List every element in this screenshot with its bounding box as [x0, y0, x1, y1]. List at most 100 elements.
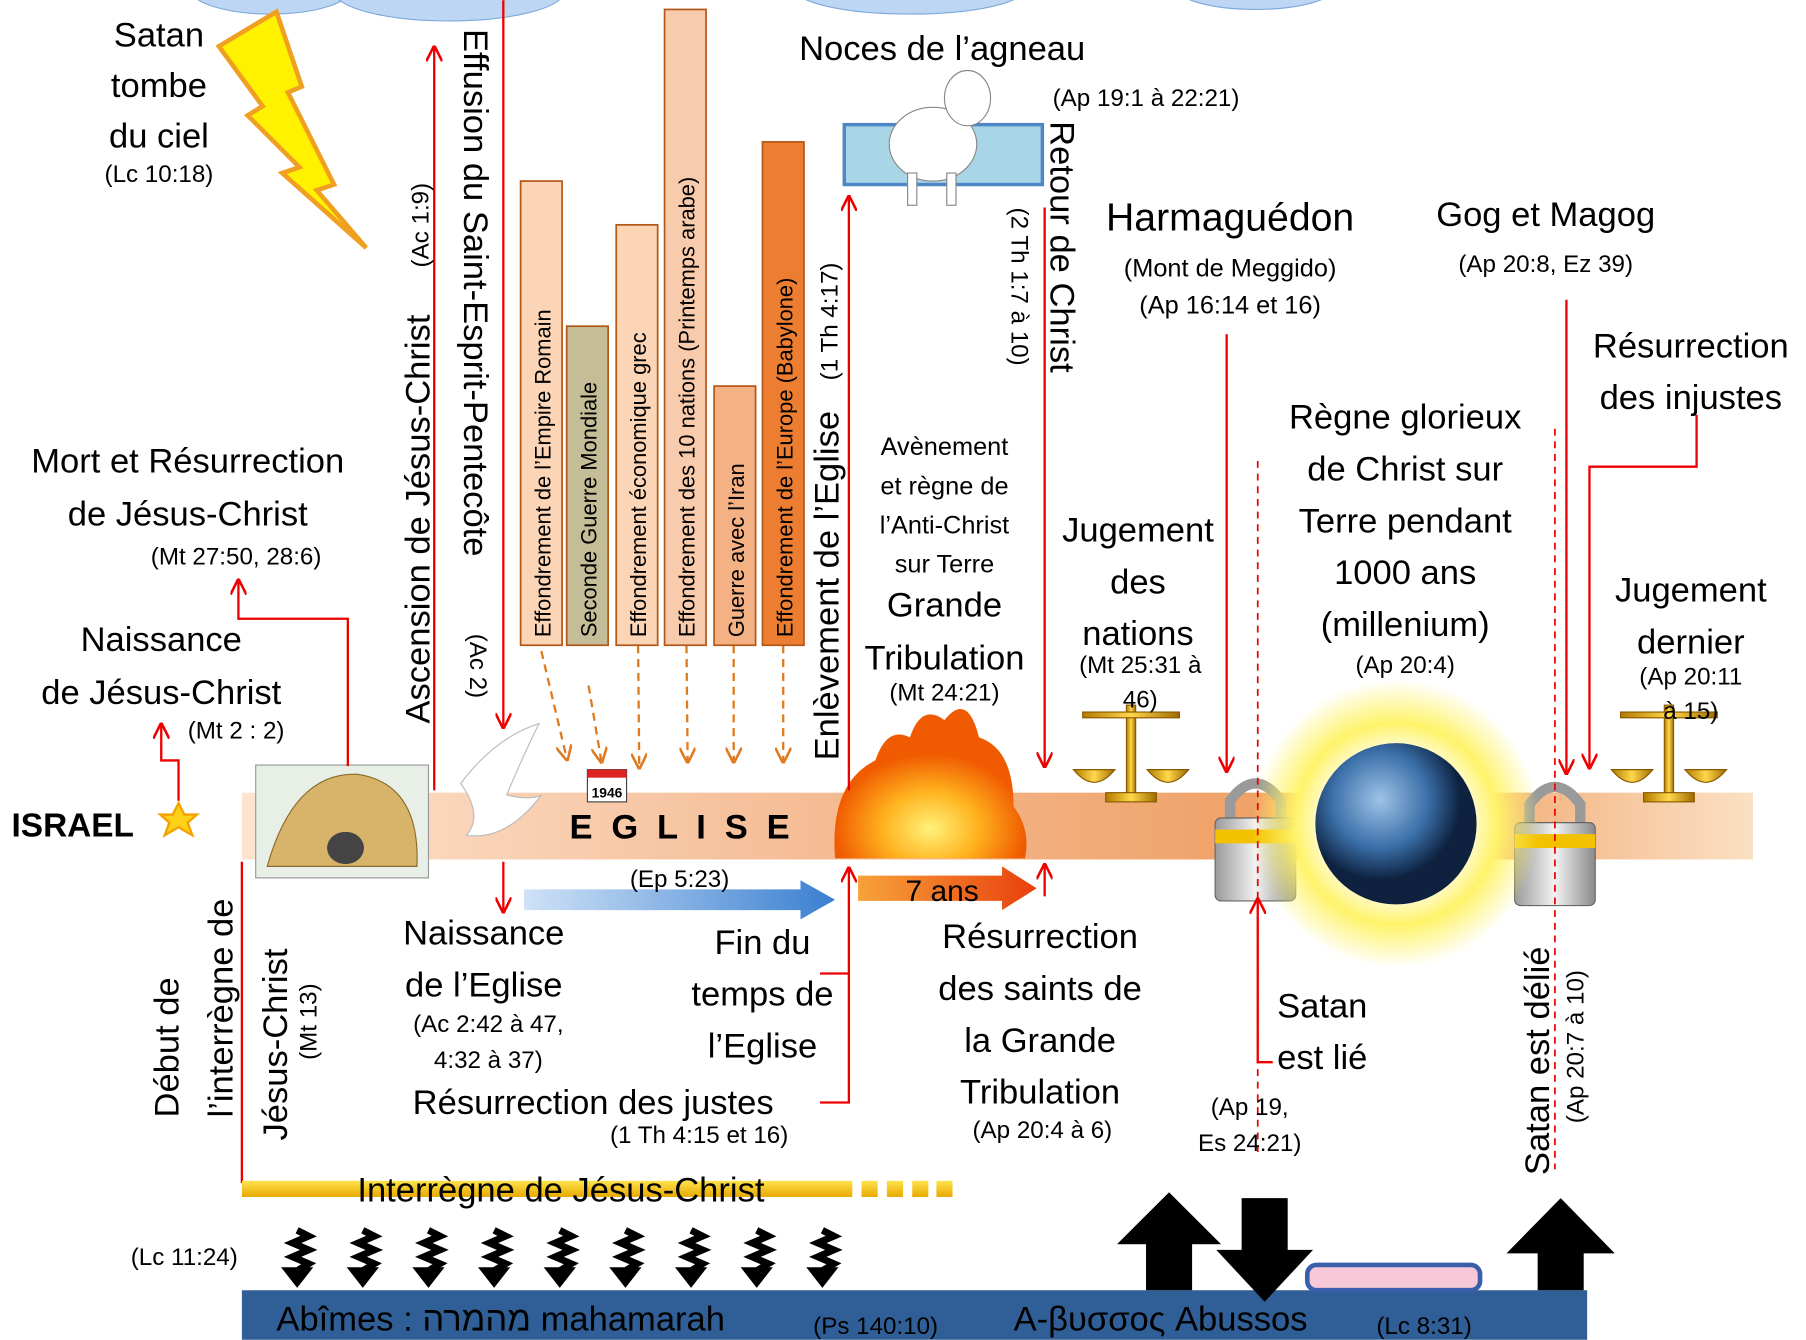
reference: (1 Th 4:15 et 16): [610, 1122, 788, 1149]
reference: (1 Th 4:17): [816, 263, 843, 381]
last-judgment: dernier: [1637, 623, 1745, 661]
spirit-arrow: [555, 1230, 571, 1270]
event-label: Effondrement des 10 nations (Printemps a…: [675, 177, 700, 637]
end-of-church-time: temps de: [691, 976, 833, 1014]
spirit-arrow-head: [544, 1267, 576, 1288]
reference: (Ap 20:7 à 10): [1563, 970, 1590, 1123]
ascension: Ascension de Jésus-Christ: [400, 314, 438, 723]
antichrist: Avènement: [881, 433, 1009, 461]
page: Effondrement de l’Empire Romain Seconde G…: [0, 0, 1806, 1340]
satan-released: Satan est délié: [1519, 946, 1557, 1175]
spirit-arrow: [293, 1230, 309, 1270]
last-judgment: Jugement: [1615, 571, 1767, 609]
spirit-arrows: [281, 1230, 838, 1288]
end-of-church-time: Fin du: [714, 924, 810, 962]
spirit-arrow: [490, 1230, 506, 1270]
seven-years: 7 ans: [906, 875, 979, 908]
interregnum-start: Jésus-Christ: [257, 948, 295, 1140]
gog-magog: Gog et Magog: [1436, 196, 1655, 234]
reference: (Ap 20:8, Ez 39): [1458, 251, 1633, 278]
timeline-diagram: Effondrement de l’Empire Romain Seconde G…: [0, 0, 1806, 1340]
interregnum-start: l’interrègne de: [203, 899, 241, 1118]
resurrection-tribulation: la Grande: [964, 1022, 1116, 1060]
spirit-arrow-head: [675, 1267, 707, 1288]
rapture: Enlèvement de l’Eglise: [809, 411, 847, 761]
end-of-church-time: l’Eglise: [708, 1028, 817, 1066]
reference: (Lc 10:18): [105, 161, 214, 188]
tribulation: Tribulation: [864, 639, 1024, 677]
event-label: Effondrement de l’Europe (Babylone): [772, 278, 797, 638]
reference: (Ap 20:11: [1639, 663, 1742, 690]
spirit-arrow-head: [806, 1267, 838, 1288]
death-resurrection: Mort et Résurrection: [31, 442, 344, 480]
reference: (Mt 13): [296, 983, 323, 1060]
armageddon: Harmaguédon: [1106, 197, 1354, 240]
event-label: Seconde Guerre Mondiale: [577, 382, 602, 637]
death-resurrection: de Jésus-Christ: [68, 495, 308, 533]
church-label: E G L I S E: [569, 809, 794, 847]
event-label: Effondrement de l’Empire Romain: [531, 309, 556, 637]
reference: (Ac 1:9): [407, 183, 434, 268]
spirit-arrow-head: [478, 1267, 510, 1288]
abyss-key: [1307, 1265, 1480, 1290]
wedding: Noces de l’agneau: [799, 30, 1085, 68]
antichrist: et règne de: [880, 472, 1008, 500]
fire: [834, 709, 1026, 858]
reference: (Mt 25:31 à: [1079, 652, 1202, 679]
effusion: Effusion du Saint-Esprit-Pentecôte: [456, 29, 494, 556]
millennium-reign: (millenium): [1321, 606, 1490, 644]
resurrection-tribulation: Tribulation: [960, 1074, 1120, 1112]
millennium-reign: Règne glorieux: [1289, 399, 1521, 437]
spirit-arrow-head: [609, 1267, 641, 1288]
spirit-arrow: [686, 1230, 702, 1270]
event-label: Guerre avec l’Iran: [724, 463, 749, 637]
earth: [1252, 680, 1540, 968]
resurrection-unjust: des injustes: [1600, 379, 1782, 417]
israel-label: ISRAEL: [12, 807, 134, 844]
resurrection-tribulation: des saints de: [938, 970, 1142, 1008]
tribulation: Grande: [887, 586, 1002, 624]
reference: Es 24:21): [1198, 1130, 1301, 1157]
interregnum-start: Début de: [149, 977, 187, 1117]
judgment-nations: Jugement: [1062, 512, 1214, 550]
church-birth: Naissance: [403, 915, 564, 953]
reference: (Ep 5:23): [630, 866, 729, 893]
spirit-arrow-head: [281, 1267, 313, 1288]
reference: à 15): [1663, 698, 1718, 725]
reference: (Ap 19,: [1211, 1094, 1289, 1121]
spirit-arrow: [424, 1230, 440, 1270]
millennium-reign: de Christ sur: [1307, 451, 1503, 489]
abyss-greek: A-βυσσος Abussos: [1014, 1301, 1308, 1339]
abyss-hebrew: Abîmes : מהמרה mahamarah: [276, 1301, 725, 1339]
antichrist: l’Anti-Christ: [880, 512, 1009, 540]
lightning: [219, 12, 366, 248]
satan-falls: Satan: [114, 16, 204, 54]
reference: (Ps 140:10): [813, 1313, 938, 1340]
star: [160, 803, 197, 835]
spirit-arrow: [621, 1230, 637, 1270]
resurrection-just: Résurrection des justes: [413, 1084, 774, 1122]
reference: (Ap 19:1 à 22:21): [1053, 85, 1240, 112]
reference: (Lc 8:31): [1376, 1313, 1471, 1340]
birth: de Jésus-Christ: [41, 674, 281, 712]
interregnum: Interrègne de Jésus-Christ: [357, 1172, 764, 1210]
satan-bound: est lié: [1277, 1039, 1367, 1077]
reference: (2 Th 1:7 à 10): [1005, 208, 1032, 366]
satan-bound: Satan: [1277, 987, 1367, 1025]
spirit-arrow-head: [741, 1267, 773, 1288]
reference: (Ap 20:4): [1355, 652, 1454, 679]
reference: (Ap 16:14 et 16): [1139, 292, 1321, 320]
spirit-arrow: [818, 1230, 834, 1270]
lamb: [844, 70, 1042, 205]
church-birth: de l’Eglise: [405, 967, 562, 1005]
spirit-arrow-head: [347, 1267, 379, 1288]
reference: (Ac 2): [464, 634, 491, 698]
reference: 4:32 à 37): [434, 1047, 543, 1074]
reference: (Mont de Meggido): [1124, 255, 1337, 283]
spirit-arrow-head: [412, 1267, 444, 1288]
event-label: Effondrement économique grec: [626, 332, 651, 637]
spirit-arrow: [752, 1230, 768, 1270]
tomb: [256, 765, 429, 878]
satan-falls: tombe: [111, 67, 207, 105]
millennium-reign: Terre pendant: [1299, 502, 1513, 540]
